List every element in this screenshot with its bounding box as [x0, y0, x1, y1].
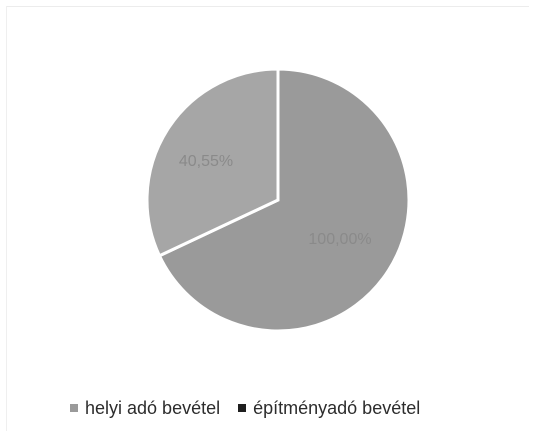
legend-swatch-helyi-ado [70, 404, 78, 412]
legend-item-helyi-ado: helyi adó bevétel [70, 398, 220, 419]
legend-swatch-epitmenyado [238, 404, 247, 412]
chart-frame-top-border [6, 6, 529, 7]
legend-label-epitmenyado: építményadó bevétel [253, 397, 421, 418]
chart-legend: helyi adó bevétel építményadó bevétel [70, 396, 420, 420]
data-label-helyi-ado: 100,00% [308, 231, 371, 248]
pie-slice-epitmenyado [145, 67, 280, 258]
chart-frame-left-border [6, 6, 7, 431]
legend-item-epitmenyado: építményadó bevétel [238, 398, 420, 419]
legend-label-helyi-ado: helyi adó bevétel [85, 397, 221, 418]
data-label-epitmenyado: 40,55% [179, 153, 233, 170]
pie-slice-helyi-ado [157, 67, 411, 333]
